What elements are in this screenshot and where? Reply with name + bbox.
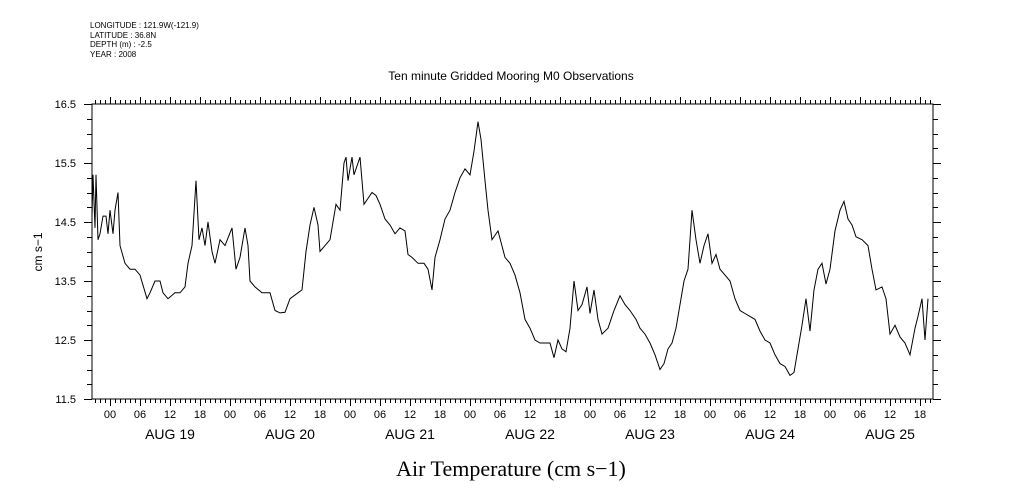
- y-tick-label: 15.5: [55, 158, 76, 170]
- station-metadata: LONGITUDE : 121.9W(-121.9) LATITUDE : 36…: [90, 21, 199, 59]
- x-tick-label: 06: [134, 409, 146, 421]
- x-tick-label: 12: [524, 409, 536, 421]
- x-tick-label: 18: [314, 409, 326, 421]
- x-tick-label: 12: [284, 409, 296, 421]
- x-tick-label: 18: [794, 409, 806, 421]
- x-tick-label: 12: [404, 409, 416, 421]
- y-tick-label: 16.5: [55, 99, 76, 111]
- x-tick-label: 12: [884, 409, 896, 421]
- x-tick-label: 12: [164, 409, 176, 421]
- x-tick-label: 18: [674, 409, 686, 421]
- x-tick-label: 18: [434, 409, 446, 421]
- day-label: AUG 24: [745, 426, 795, 442]
- x-tick-label: 06: [494, 409, 506, 421]
- x-tick-label: 00: [344, 409, 356, 421]
- x-axis-title: Air Temperature (cm s−1): [396, 456, 626, 481]
- x-tick-label: 00: [824, 409, 836, 421]
- y-tick-label: 13.5: [55, 276, 76, 288]
- x-tick-label: 06: [734, 409, 746, 421]
- day-label: AUG 19: [145, 426, 195, 442]
- x-tick-label: 00: [704, 409, 716, 421]
- x-tick-label: 00: [224, 409, 236, 421]
- x-tick-label: 00: [584, 409, 596, 421]
- chart-title: Ten minute Gridded Mooring M0 Observatio…: [388, 69, 633, 83]
- y-tick-label: 12.5: [55, 335, 76, 347]
- day-label: AUG 25: [865, 426, 915, 442]
- day-label: AUG 20: [265, 426, 315, 442]
- x-tick-label: 00: [104, 409, 116, 421]
- y-tick-label: 14.5: [55, 217, 76, 229]
- x-tick-label: 06: [854, 409, 866, 421]
- depth-label: DEPTH (m) : -2.5: [90, 40, 152, 49]
- x-tick-label: 00: [464, 409, 476, 421]
- x-tick-label: 18: [554, 409, 566, 421]
- day-label: AUG 21: [385, 426, 435, 442]
- plot-frame: [91, 103, 934, 400]
- x-tick-label: 06: [614, 409, 626, 421]
- longitude-label: LONGITUDE : 121.9W(-121.9): [90, 21, 199, 30]
- x-tick-label: 18: [194, 409, 206, 421]
- year-label: YEAR : 2008: [90, 49, 137, 59]
- day-label: AUG 22: [505, 426, 555, 442]
- x-tick-label: 12: [644, 409, 656, 421]
- x-tick-label: 18: [914, 409, 926, 421]
- x-tick-label: 06: [374, 409, 386, 421]
- y-axis-label: cm s−1: [31, 232, 45, 271]
- latitude-label: LATITUDE : 36.8N: [90, 30, 157, 40]
- x-tick-label: 12: [764, 409, 776, 421]
- series-line-air-temperature: [91, 121, 929, 377]
- y-tick-label: 11.5: [55, 394, 76, 406]
- day-label: AUG 23: [625, 426, 675, 442]
- x-tick-label: 06: [254, 409, 266, 421]
